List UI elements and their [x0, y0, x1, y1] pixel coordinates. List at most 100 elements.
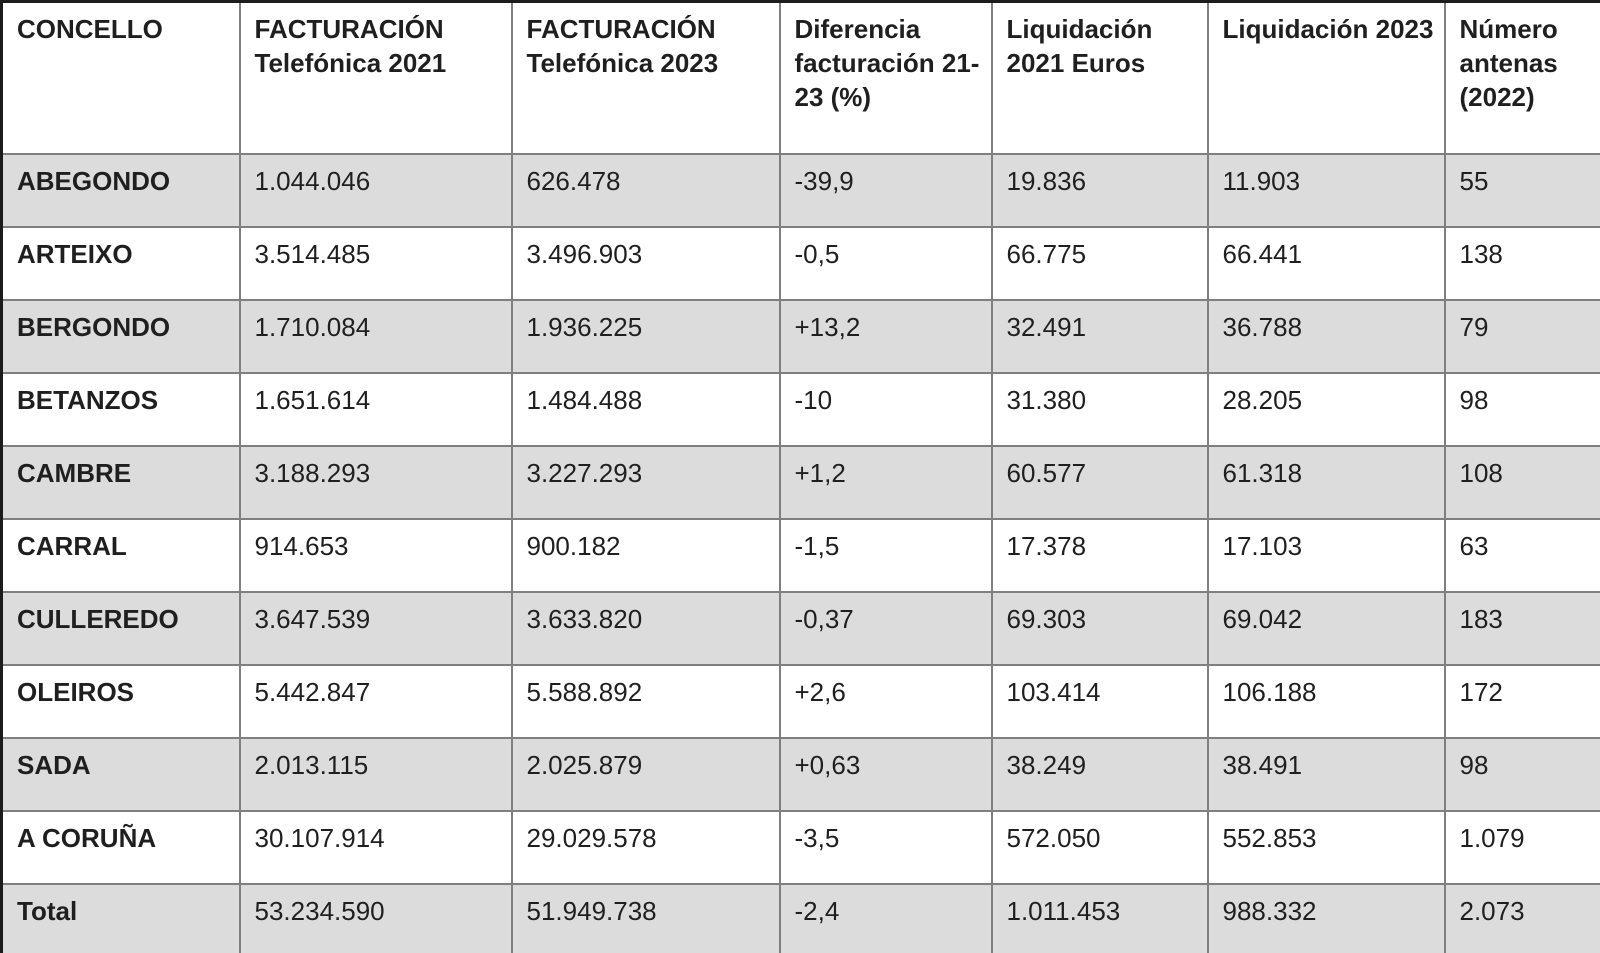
cell-liquidacion_2021: 1.011.453 — [990, 883, 1209, 953]
cell-liquidacion_2023: 66.441 — [1206, 226, 1446, 301]
row-label-concello: CULLEREDO — [0, 591, 241, 666]
cell-liquidacion_2023: 28.205 — [1206, 372, 1446, 447]
header-row: CONCELLO FACTURACIÓN Telefónica 2021 FACTU… — [0, 0, 1600, 155]
cell-num_antenas_2022: 183 — [1443, 591, 1600, 666]
cell-num_antenas_2022: 138 — [1443, 226, 1600, 301]
cell-diferencia_21_23_pct: -2,4 — [778, 883, 993, 953]
cell-liquidacion_2023: 36.788 — [1206, 299, 1446, 374]
row-label-concello: BETANZOS — [0, 372, 241, 447]
cell-liquidacion_2021: 69.303 — [990, 591, 1209, 666]
table-row: CARRAL 914.653 900.182 -1,5 17.378 17.103 63 — [0, 518, 1600, 593]
cell-diferencia_21_23_pct: -0,5 — [778, 226, 993, 301]
column-header-facturacion_2021: FACTURACIÓN Telefónica 2021 — [238, 0, 513, 155]
cell-diferencia_21_23_pct: -0,37 — [778, 591, 993, 666]
cell-facturacion_2021: 3.188.293 — [238, 445, 513, 520]
table-row: A CORUÑA 30.107.914 29.029.578 -3,5 572.050 5… — [0, 810, 1600, 885]
cell-liquidacion_2023: 69.042 — [1206, 591, 1446, 666]
cell-facturacion_2021: 53.234.590 — [238, 883, 513, 953]
cell-facturacion_2021: 2.013.115 — [238, 737, 513, 812]
cell-facturacion_2023: 626.478 — [510, 153, 781, 228]
row-label-concello: ABEGONDO — [0, 153, 241, 228]
table-row: BERGONDO 1.710.084 1.936.225 +13,2 32.491 36.… — [0, 299, 1600, 374]
row-label-concello: SADA — [0, 737, 241, 812]
cell-diferencia_21_23_pct: +1,2 — [778, 445, 993, 520]
table-row: CULLEREDO 3.647.539 3.633.820 -0,37 69.303 69… — [0, 591, 1600, 666]
column-header-num_antenas_2022: Número antenas (2022) — [1443, 0, 1600, 155]
cell-num_antenas_2022: 172 — [1443, 664, 1600, 739]
cell-facturacion_2023: 1.484.488 — [510, 372, 781, 447]
cell-facturacion_2021: 3.514.485 — [238, 226, 513, 301]
cell-facturacion_2023: 3.633.820 — [510, 591, 781, 666]
cell-liquidacion_2021: 31.380 — [990, 372, 1209, 447]
total-row: Total 53.234.590 51.949.738 -2,4 1.011.453 98… — [0, 883, 1600, 953]
column-header-diferencia_21_23_pct: Diferencia facturación 21-23 (%) — [778, 0, 993, 155]
table-body: ABEGONDO 1.044.046 626.478 -39,9 19.836 11.90… — [0, 153, 1600, 953]
cell-facturacion_2021: 1.044.046 — [238, 153, 513, 228]
column-header-concello: CONCELLO — [0, 0, 241, 155]
cell-liquidacion_2023: 988.332 — [1206, 883, 1446, 953]
cell-facturacion_2021: 5.442.847 — [238, 664, 513, 739]
row-label-concello: CARRAL — [0, 518, 241, 593]
cell-facturacion_2023: 3.496.903 — [510, 226, 781, 301]
cell-liquidacion_2021: 103.414 — [990, 664, 1209, 739]
cell-liquidacion_2023: 61.318 — [1206, 445, 1446, 520]
table-row: OLEIROS 5.442.847 5.588.892 +2,6 103.414 106.… — [0, 664, 1600, 739]
column-header-liquidacion_2023: Liquidación 2023 — [1206, 0, 1446, 155]
cell-diferencia_21_23_pct: +2,6 — [778, 664, 993, 739]
cell-liquidacion_2023: 106.188 — [1206, 664, 1446, 739]
row-label-concello: Total — [0, 883, 241, 953]
cell-facturacion_2023: 5.588.892 — [510, 664, 781, 739]
cell-facturacion_2023: 1.936.225 — [510, 299, 781, 374]
cell-liquidacion_2023: 11.903 — [1206, 153, 1446, 228]
cell-facturacion_2021: 1.710.084 — [238, 299, 513, 374]
cell-facturacion_2023: 51.949.738 — [510, 883, 781, 953]
cell-liquidacion_2021: 66.775 — [990, 226, 1209, 301]
table-row: CAMBRE 3.188.293 3.227.293 +1,2 60.577 61.318… — [0, 445, 1600, 520]
cell-facturacion_2023: 29.029.578 — [510, 810, 781, 885]
cell-facturacion_2023: 900.182 — [510, 518, 781, 593]
table-row: ARTEIXO 3.514.485 3.496.903 -0,5 66.775 66.44… — [0, 226, 1600, 301]
cell-num_antenas_2022: 1.079 — [1443, 810, 1600, 885]
cell-diferencia_21_23_pct: -1,5 — [778, 518, 993, 593]
table-header: CONCELLO FACTURACIÓN Telefónica 2021 FACTU… — [0, 0, 1600, 155]
row-label-concello: BERGONDO — [0, 299, 241, 374]
cell-facturacion_2023: 3.227.293 — [510, 445, 781, 520]
cell-num_antenas_2022: 79 — [1443, 299, 1600, 374]
row-label-concello: CAMBRE — [0, 445, 241, 520]
cell-num_antenas_2022: 98 — [1443, 372, 1600, 447]
cell-liquidacion_2021: 19.836 — [990, 153, 1209, 228]
cell-liquidacion_2023: 552.853 — [1206, 810, 1446, 885]
cell-num_antenas_2022: 63 — [1443, 518, 1600, 593]
cell-liquidacion_2023: 17.103 — [1206, 518, 1446, 593]
cell-liquidacion_2021: 60.577 — [990, 445, 1209, 520]
cell-facturacion_2021: 30.107.914 — [238, 810, 513, 885]
cell-facturacion_2023: 2.025.879 — [510, 737, 781, 812]
row-label-concello: OLEIROS — [0, 664, 241, 739]
cell-facturacion_2021: 3.647.539 — [238, 591, 513, 666]
table-row: ABEGONDO 1.044.046 626.478 -39,9 19.836 11.90… — [0, 153, 1600, 228]
cell-num_antenas_2022: 2.073 — [1443, 883, 1600, 953]
cell-diferencia_21_23_pct: -10 — [778, 372, 993, 447]
row-label-concello: ARTEIXO — [0, 226, 241, 301]
cell-facturacion_2021: 1.651.614 — [238, 372, 513, 447]
cell-num_antenas_2022: 108 — [1443, 445, 1600, 520]
column-header-facturacion_2023: FACTURACIÓN Telefónica 2023 — [510, 0, 781, 155]
cell-diferencia_21_23_pct: +13,2 — [778, 299, 993, 374]
cell-diferencia_21_23_pct: -39,9 — [778, 153, 993, 228]
cell-num_antenas_2022: 55 — [1443, 153, 1600, 228]
table-row: SADA 2.013.115 2.025.879 +0,63 38.249 38.491 9… — [0, 737, 1600, 812]
cell-liquidacion_2021: 38.249 — [990, 737, 1209, 812]
cell-liquidacion_2021: 572.050 — [990, 810, 1209, 885]
cell-diferencia_21_23_pct: +0,63 — [778, 737, 993, 812]
cell-liquidacion_2021: 32.491 — [990, 299, 1209, 374]
row-label-concello: A CORUÑA — [0, 810, 241, 885]
cell-num_antenas_2022: 98 — [1443, 737, 1600, 812]
cell-liquidacion_2021: 17.378 — [990, 518, 1209, 593]
cell-facturacion_2021: 914.653 — [238, 518, 513, 593]
column-header-liquidacion_2021: Liquidación 2021 Euros — [990, 0, 1209, 155]
table-row: BETANZOS 1.651.614 1.484.488 -10 31.380 28.20… — [0, 372, 1600, 447]
cell-diferencia_21_23_pct: -3,5 — [778, 810, 993, 885]
cell-liquidacion_2023: 38.491 — [1206, 737, 1446, 812]
